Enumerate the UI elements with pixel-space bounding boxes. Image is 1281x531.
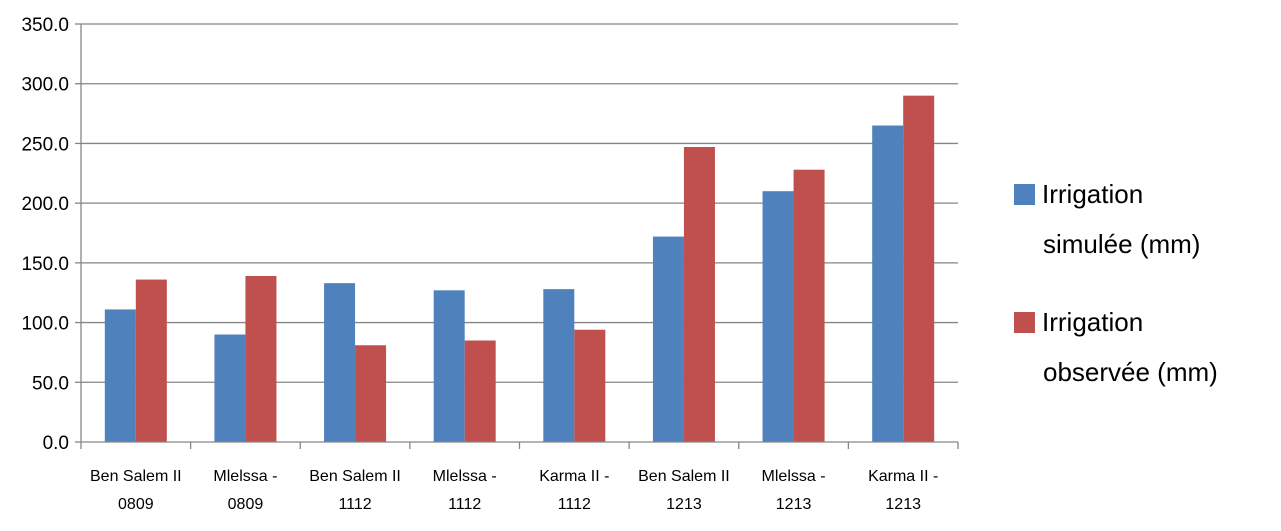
x-tick-label: Ben Salem II [309,468,401,485]
x-tick-label: 1213 [776,496,812,513]
bar-simulated [762,191,794,442]
bar-observed [135,279,167,442]
x-tick-label: Mlelssa - [762,468,826,485]
x-tick-label: 1213 [885,496,921,513]
x-tick-label: 1213 [666,496,702,513]
bar-observed [355,345,387,442]
x-tick-label: Ben Salem II [90,468,182,485]
y-tick-label: 0.0 [43,433,69,454]
legend-label: Irrigation [1042,307,1143,337]
x-tick-label: 1112 [448,496,481,513]
y-tick-label: 300.0 [21,75,69,96]
x-tick-label: Karma II - [868,468,938,485]
axes [75,23,959,449]
x-tick-label: 0809 [228,496,264,513]
y-tick-label: 50.0 [32,373,69,394]
x-tick-label: 0809 [118,496,154,513]
x-tick-label: Karma II - [539,468,609,485]
bar-observed [793,169,825,442]
y-tick-label: 200.0 [21,194,69,215]
x-tick-label: 1112 [338,496,371,513]
x-tick-label: Ben Salem II [638,468,730,485]
y-tick-label: 350.0 [21,15,69,36]
bar-simulated [543,289,575,442]
legend-label: simulée (mm) [1043,229,1200,259]
bar-simulated [652,236,684,442]
legend-label: observée (mm) [1043,357,1218,387]
y-tick-label: 150.0 [21,254,69,275]
bars [104,95,935,443]
gridlines [81,23,958,383]
bar-observed [683,147,715,443]
bar-observed [574,329,606,442]
bar-observed [245,275,277,442]
bar-observed [464,340,496,442]
legend-swatch [1014,184,1035,205]
legend-swatch [1014,312,1035,333]
x-tick-label: Mlelssa - [213,468,277,485]
axis-labels: 0.0 50.0 100.0 150.0 200.0 250.0 300.0 350.0 Ben… [21,15,938,513]
bar-observed [903,95,935,443]
bar-simulated [214,334,246,442]
y-tick-label: 100.0 [21,314,69,335]
x-tick-label: Mlelssa - [433,468,497,485]
bar-simulated [872,125,904,442]
bar-simulated [104,309,136,442]
bar-simulated [324,283,356,442]
y-tick-label: 250.0 [21,134,69,155]
x-tick-label: 1112 [558,496,591,513]
legend: Irrigation simulée (mm) Irrigation observée… [1014,179,1218,387]
bar-simulated [433,290,465,442]
legend-label: Irrigation [1042,179,1143,209]
